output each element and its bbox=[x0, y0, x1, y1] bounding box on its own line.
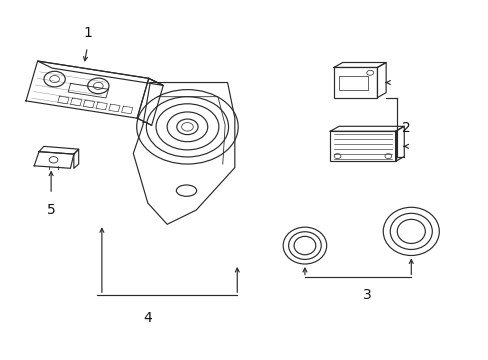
Text: 1: 1 bbox=[83, 26, 92, 40]
Bar bbox=[329, 131, 395, 161]
Text: 3: 3 bbox=[363, 288, 371, 302]
Text: 5: 5 bbox=[47, 203, 55, 217]
Text: 2: 2 bbox=[401, 121, 409, 135]
Text: 4: 4 bbox=[143, 311, 152, 325]
Bar bbox=[338, 76, 367, 90]
Bar bbox=[333, 67, 377, 98]
